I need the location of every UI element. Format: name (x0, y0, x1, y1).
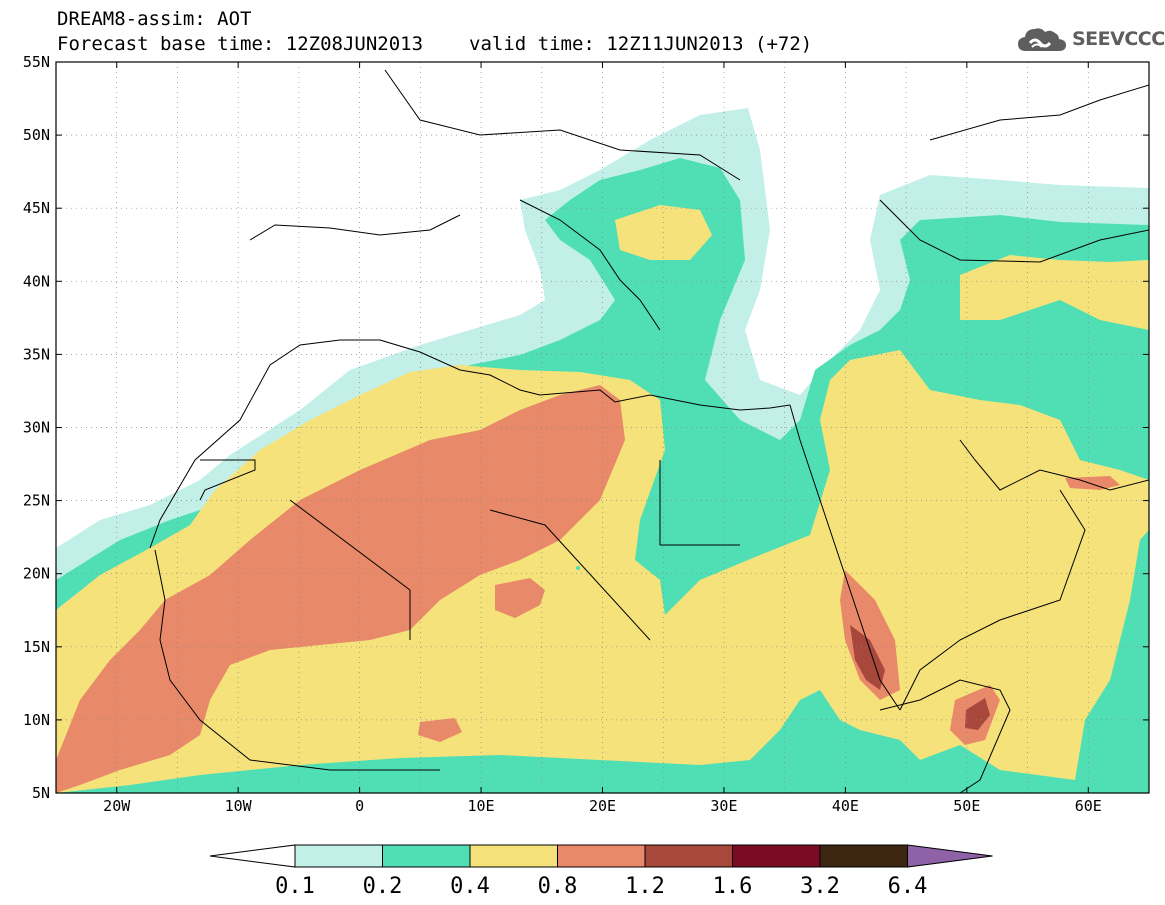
map-title: DREAM8-assim: AOT (57, 8, 252, 30)
lon-tick-label: 60E (1075, 797, 1102, 815)
colorbar-extend-high (907, 844, 993, 868)
colorbar-label: 0.8 (538, 874, 578, 899)
lon-axis: 20W 10W 0 10E 20E 30E 40E 50E 60E (103, 62, 1102, 815)
lat-tick-label: 20N (23, 565, 50, 583)
aot-field (56, 62, 1149, 793)
valid-time-text: valid time: 12Z11JUN2013 (+72) (469, 33, 813, 55)
lon-tick-label: 50E (953, 797, 980, 815)
colorbar-label: 3.2 (800, 874, 840, 899)
lat-tick-label: 40N (23, 272, 50, 290)
colorbar-segment (819, 844, 908, 868)
colorbar-segment (644, 844, 733, 868)
colorbar-label: 1.2 (625, 874, 665, 899)
lon-tick-label: 10W (225, 797, 253, 815)
aot-band-0.8-1.2 (56, 385, 1120, 793)
lat-tick-label: 5N (32, 784, 50, 802)
graticule (56, 62, 1149, 793)
lon-tick-label: 30E (710, 797, 737, 815)
colorbar-label: 1.6 (713, 874, 753, 899)
lon-tick-label: 40E (832, 797, 859, 815)
coastlines (149, 69, 1149, 793)
colorbar-segment (557, 844, 646, 868)
colorbar-segment (382, 844, 471, 868)
lat-tick-label: 15N (23, 638, 50, 656)
lon-tick-label: 10E (468, 797, 495, 815)
colorbar-segment (294, 844, 383, 868)
logo-text: SEEVCCC (1072, 28, 1165, 50)
lat-tick-label: 55N (23, 53, 50, 71)
lat-tick-label: 45N (23, 199, 50, 217)
colorbar-label: 6.4 (888, 874, 928, 899)
lon-tick-label: 20E (589, 797, 616, 815)
aot-spot (576, 566, 580, 570)
colorbar-extend-low (209, 844, 296, 868)
colorbar-label: 0.1 (275, 874, 315, 899)
lat-tick-label: 10N (23, 711, 50, 729)
colorbar-segment (732, 844, 821, 868)
lat-tick-label: 25N (23, 492, 50, 510)
colorbar: 0.1 0.2 0.4 0.8 1.2 1.6 3.2 6.4 (209, 844, 993, 899)
base-time-text: Forecast base time: 12Z08JUN2013 (57, 33, 424, 55)
cloud-icon (1018, 28, 1066, 51)
lat-tick-label: 30N (23, 419, 50, 437)
colorbar-label: 0.2 (363, 874, 403, 899)
lon-tick-label: 20W (103, 797, 131, 815)
colorbar-label: 0.4 (450, 874, 490, 899)
aot-band-1.2-1.6 (850, 625, 990, 730)
lat-tick-label: 35N (23, 345, 50, 363)
forecast-time-line: Forecast base time: 12Z08JUN2013 valid ti… (57, 33, 812, 55)
lat-tick-label: 50N (23, 126, 50, 144)
colorbar-segment (469, 844, 558, 868)
seevccc-logo: SEEVCCC (1016, 22, 1165, 56)
lon-tick-label: 0 (355, 797, 364, 815)
lat-axis: 55N 50N 45N 40N 35N 30N 25N 20N 15N 10N 5N (23, 53, 1149, 802)
